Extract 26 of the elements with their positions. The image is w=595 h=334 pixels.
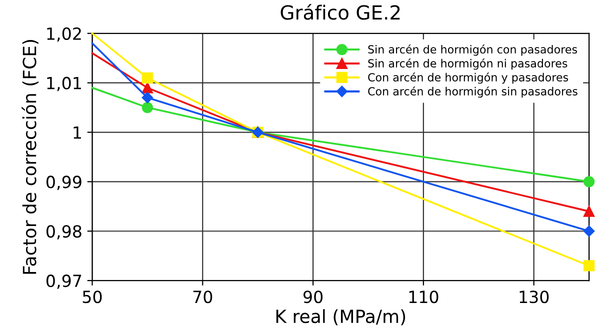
y-tick-label: 0,98 — [46, 225, 82, 240]
point — [142, 82, 153, 94]
y-tick-label: 1 — [74, 126, 81, 139]
point — [142, 102, 153, 114]
legend-label: Sin arcén de hormigón ni pasadores — [368, 58, 568, 70]
legend-label: Con arcén de hormigón sin pasadores — [368, 86, 578, 98]
legend-label: Con arcén de hormigón y pasadores — [368, 72, 568, 84]
y-tick-label: 0,97 — [46, 274, 82, 289]
x-tick-label: 50 — [82, 290, 102, 304]
y-axis-title: Factor de corrección (FCE) — [22, 40, 38, 274]
point — [583, 176, 595, 188]
legend-label: Sin arcén de hormigón con pasadores — [368, 44, 578, 56]
y-tick-label: 1,02 — [47, 27, 81, 42]
point — [583, 226, 595, 237]
x-tick-label: 70 — [193, 290, 212, 304]
chart-title: Gráfico GE.2 — [280, 4, 400, 20]
x-axis-title: K real (MPa/m) — [276, 309, 406, 326]
point — [583, 260, 595, 272]
x-tick-label: 130 — [520, 290, 549, 304]
point — [142, 72, 153, 84]
point — [142, 92, 154, 104]
x-tick-label: 110 — [409, 290, 438, 304]
y-tick-label: 1,01 — [47, 76, 81, 92]
x-tick-label: 90 — [303, 290, 323, 304]
y-tick-label: 0,99 — [46, 176, 82, 190]
point — [583, 206, 595, 217]
